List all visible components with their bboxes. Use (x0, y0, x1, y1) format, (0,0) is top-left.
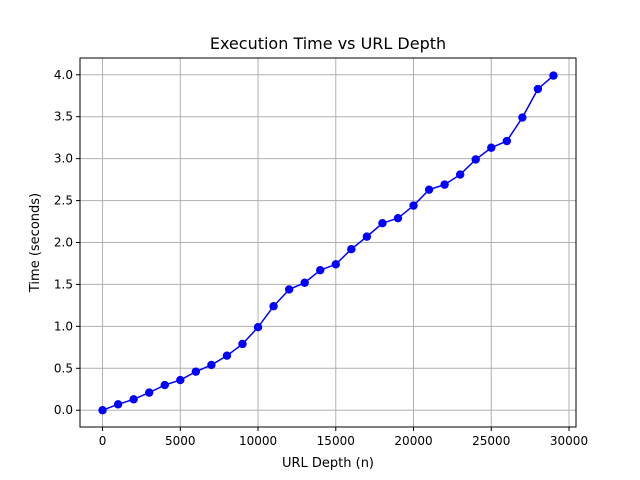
data-point (207, 360, 216, 370)
x-tick-label: 30000 (550, 434, 588, 448)
y-tick-label: 3.0 (54, 152, 73, 166)
data-point (549, 71, 558, 80)
data-point (393, 213, 403, 223)
data-point (284, 285, 294, 294)
data-point (518, 113, 527, 122)
data-point (378, 219, 387, 228)
data-point (440, 180, 449, 189)
y-axis-ticks: 0.0 0.5 1.0 1.5 2.0 2.5 3.0 3.5 4.0 (54, 68, 80, 417)
data-point (300, 278, 309, 287)
data-point (144, 388, 154, 397)
x-tick-label: 20000 (394, 434, 432, 448)
data-point (362, 232, 372, 241)
y-tick-label: 1.5 (54, 277, 73, 291)
data-point (176, 375, 185, 385)
grid-lines (80, 58, 576, 427)
data-point (471, 155, 480, 164)
data-point (409, 201, 418, 210)
y-axis-label: Time (seconds) (28, 193, 43, 293)
data-point (502, 136, 512, 146)
data-point (424, 185, 434, 194)
data-point (347, 245, 356, 254)
y-tick-label: 0.5 (54, 361, 73, 375)
data-point (113, 400, 123, 409)
y-tick-label: 2.0 (54, 236, 73, 250)
data-point (455, 170, 465, 179)
data-point (253, 323, 263, 332)
chart-title: Execution Time vs URL Depth (210, 34, 446, 53)
y-tick-label: 2.5 (54, 194, 73, 208)
y-tick-label: 0.0 (54, 403, 73, 417)
data-point (222, 351, 232, 360)
x-tick-label: 25000 (472, 434, 510, 448)
data-point (533, 84, 543, 94)
x-axis-ticks: 0 5000 10000 15000 20000 25000 30000 (99, 427, 588, 448)
data-point (316, 265, 325, 275)
data-point (487, 143, 496, 152)
y-tick-label: 1.0 (54, 319, 73, 333)
x-tick-label: 10000 (239, 434, 277, 448)
x-axis-label: URL Depth (n) (282, 456, 374, 471)
data-point (238, 339, 247, 349)
data-point (129, 395, 138, 404)
x-tick-label: 0 (99, 434, 107, 448)
data-point (98, 406, 107, 415)
data-point (269, 302, 278, 311)
x-tick-label: 15000 (317, 434, 355, 448)
y-tick-label: 3.5 (54, 110, 73, 124)
data-point (191, 367, 201, 376)
y-tick-label: 4.0 (54, 68, 73, 82)
data-point (160, 380, 169, 390)
x-tick-label: 5000 (165, 434, 196, 448)
data-point (331, 260, 340, 269)
series-layer (98, 71, 558, 415)
